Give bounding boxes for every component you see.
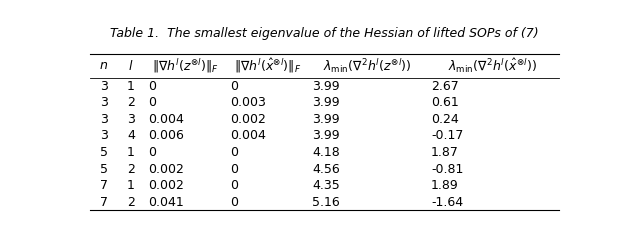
Text: 0.002: 0.002 [148,163,184,176]
Text: 0: 0 [230,146,238,159]
Text: 4.35: 4.35 [312,179,340,192]
Text: 5: 5 [100,146,108,159]
Text: $n$: $n$ [99,60,108,72]
Text: 0: 0 [230,163,238,176]
Text: 3.99: 3.99 [312,80,340,93]
Text: 0.002: 0.002 [148,179,184,192]
Text: 0: 0 [230,179,238,192]
Text: 4: 4 [127,130,135,142]
Text: $\|\nabla h^l(\hat{x}^{\otimes l})\|_F$: $\|\nabla h^l(\hat{x}^{\otimes l})\|_F$ [234,57,301,75]
Text: 0: 0 [230,80,238,93]
Text: 2: 2 [127,196,135,209]
Text: 3: 3 [100,96,108,109]
Text: 3: 3 [127,113,135,126]
Text: 1: 1 [127,80,135,93]
Text: -0.81: -0.81 [431,163,463,176]
Text: $l$: $l$ [128,59,134,73]
Text: 0.003: 0.003 [230,96,266,109]
Text: Table 1.  The smallest eigenvalue of the Hessian of lifted SOPs of (7): Table 1. The smallest eigenvalue of the … [110,27,539,40]
Text: 2: 2 [127,96,135,109]
Text: $\lambda_{\min}(\nabla^2 h^l(z^{\otimes l}))$: $\lambda_{\min}(\nabla^2 h^l(z^{\otimes … [323,57,412,75]
Text: 5.16: 5.16 [312,196,340,209]
Text: 3.99: 3.99 [312,96,340,109]
Text: 3: 3 [100,113,108,126]
Text: 7: 7 [100,179,108,192]
Text: 2.67: 2.67 [431,80,459,93]
Text: 0.002: 0.002 [230,113,266,126]
Text: 0.041: 0.041 [148,196,184,209]
Text: 0.004: 0.004 [148,113,184,126]
Text: 3.99: 3.99 [312,113,340,126]
Text: 0: 0 [230,196,238,209]
Text: 4.56: 4.56 [312,163,340,176]
Text: 3: 3 [100,130,108,142]
Text: 3: 3 [100,80,108,93]
Text: $\|\nabla h^l(z^{\otimes l})\|_F$: $\|\nabla h^l(z^{\otimes l})\|_F$ [152,57,219,75]
Text: 1: 1 [127,179,135,192]
Text: 0.24: 0.24 [431,113,459,126]
Text: -1.64: -1.64 [431,196,463,209]
Text: 0: 0 [148,146,156,159]
Text: $\lambda_{\min}(\nabla^2 h^l(\hat{x}^{\otimes l}))$: $\lambda_{\min}(\nabla^2 h^l(\hat{x}^{\o… [449,57,538,75]
Text: 1.87: 1.87 [431,146,459,159]
Text: 0: 0 [148,96,156,109]
Text: 0: 0 [148,80,156,93]
Text: 4.18: 4.18 [312,146,340,159]
Text: 5: 5 [100,163,108,176]
Text: 0.61: 0.61 [431,96,459,109]
Text: 1.89: 1.89 [431,179,459,192]
Text: 3.99: 3.99 [312,130,340,142]
Text: 7: 7 [100,196,108,209]
Text: -0.17: -0.17 [431,130,463,142]
Text: 0.004: 0.004 [230,130,266,142]
Text: 2: 2 [127,163,135,176]
Text: 1: 1 [127,146,135,159]
Text: 0.006: 0.006 [148,130,184,142]
